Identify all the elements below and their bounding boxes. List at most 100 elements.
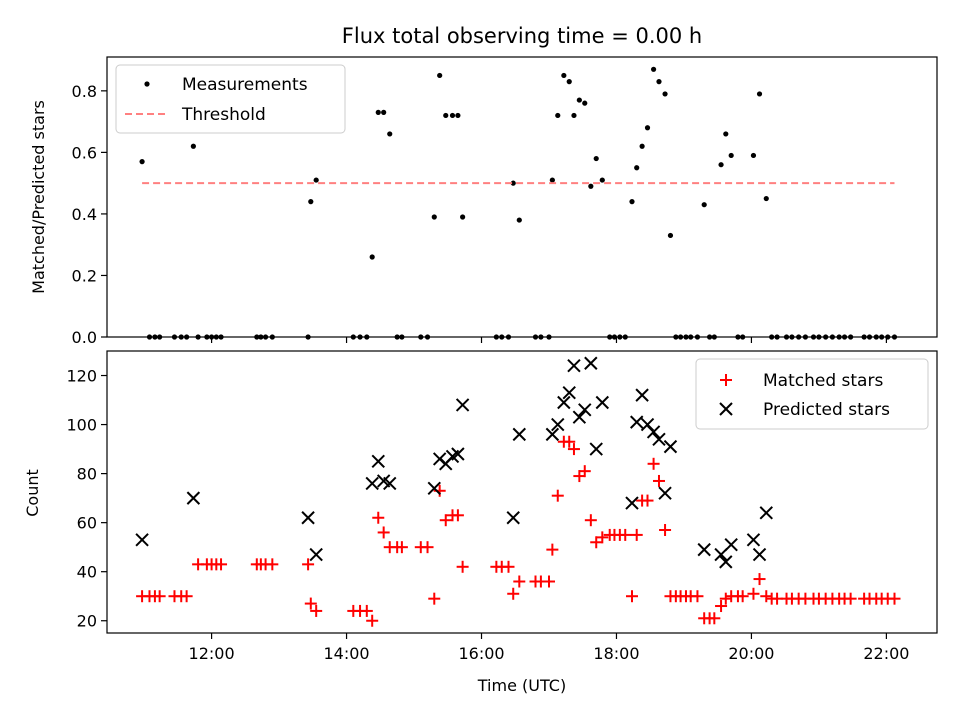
data-point bbox=[455, 398, 470, 412]
data-point bbox=[662, 91, 668, 97]
data-point bbox=[646, 425, 661, 439]
data-point bbox=[395, 541, 408, 554]
data-point bbox=[549, 177, 555, 183]
data-point bbox=[697, 542, 711, 557]
data-point bbox=[634, 165, 640, 171]
data-point bbox=[652, 474, 665, 487]
data-point bbox=[502, 560, 515, 573]
data-point bbox=[728, 152, 734, 159]
data-point bbox=[186, 491, 201, 505]
data-point bbox=[449, 112, 456, 119]
data-point bbox=[588, 183, 594, 189]
data-point bbox=[302, 558, 315, 571]
data-point bbox=[590, 536, 603, 549]
data-point bbox=[512, 427, 527, 442]
data-point bbox=[451, 447, 465, 461]
data-point bbox=[658, 486, 672, 500]
data-point bbox=[691, 590, 704, 603]
plot-area-frame bbox=[106, 350, 938, 634]
data-point bbox=[369, 254, 375, 260]
data-point bbox=[153, 590, 166, 603]
x-tick-label: 18:00 bbox=[593, 644, 639, 663]
data-point bbox=[639, 143, 645, 149]
data-point bbox=[652, 432, 666, 446]
data-point bbox=[507, 587, 520, 600]
data-point bbox=[266, 558, 279, 571]
data-point bbox=[844, 592, 857, 605]
data-point bbox=[366, 614, 379, 627]
data-point bbox=[557, 395, 571, 410]
data-point bbox=[596, 531, 609, 544]
legend-label-measurements: Measurements bbox=[182, 75, 308, 95]
data-point bbox=[715, 600, 728, 613]
data-point bbox=[513, 575, 526, 588]
data-point bbox=[383, 476, 397, 491]
data-point bbox=[460, 214, 466, 220]
y-tick-label: 40 bbox=[77, 563, 97, 582]
data-point bbox=[566, 79, 572, 85]
data-point bbox=[635, 388, 649, 402]
data-point bbox=[387, 131, 393, 137]
data-point bbox=[647, 457, 660, 470]
y-tick-label: 120 bbox=[66, 367, 97, 386]
legend-label-threshold: Threshold bbox=[181, 105, 266, 125]
data-point bbox=[667, 232, 674, 239]
data-point bbox=[551, 489, 564, 502]
data-point bbox=[371, 454, 385, 469]
data-point bbox=[561, 72, 567, 79]
data-point bbox=[752, 547, 767, 562]
y-tick-label: 60 bbox=[77, 514, 97, 533]
data-point bbox=[180, 590, 193, 603]
data-point bbox=[375, 109, 381, 115]
data-point bbox=[888, 592, 901, 605]
data-point bbox=[750, 152, 757, 159]
data-point bbox=[701, 202, 707, 208]
y-axis-label: Matched/Predicted stars bbox=[29, 100, 48, 294]
data-point bbox=[215, 558, 228, 571]
legend: Matched stars Predicted stars bbox=[695, 358, 929, 430]
data-point bbox=[545, 427, 560, 442]
data-point bbox=[372, 511, 385, 524]
data-point bbox=[567, 359, 581, 373]
data-point bbox=[656, 79, 662, 85]
data-point bbox=[630, 415, 644, 429]
data-point bbox=[578, 403, 592, 417]
data-point bbox=[562, 385, 576, 400]
data-point bbox=[625, 590, 638, 603]
data-point bbox=[659, 524, 672, 537]
data-point bbox=[377, 526, 390, 539]
data-point bbox=[451, 509, 464, 522]
data-point bbox=[313, 177, 319, 183]
data-point bbox=[723, 131, 729, 137]
legend-marker-matched bbox=[720, 374, 732, 386]
data-point bbox=[360, 604, 373, 617]
data-point bbox=[599, 177, 605, 183]
legend-marker-measurements bbox=[144, 81, 150, 87]
legend-box bbox=[115, 64, 346, 134]
x-tick-label: 16:00 bbox=[458, 644, 504, 663]
data-point bbox=[421, 541, 434, 554]
data-point bbox=[506, 511, 520, 525]
data-point bbox=[578, 465, 591, 478]
x-tick-label: 12:00 bbox=[189, 644, 235, 663]
data-point bbox=[381, 109, 387, 115]
y-tick-label: 20 bbox=[77, 612, 97, 631]
y-tick-label: 0.6 bbox=[72, 143, 97, 162]
data-point bbox=[365, 476, 379, 491]
data-point bbox=[663, 439, 678, 454]
data-point bbox=[551, 417, 565, 432]
data-point bbox=[719, 555, 733, 569]
data-point bbox=[139, 159, 145, 165]
y-axis-label: Count bbox=[23, 469, 42, 517]
data-point bbox=[555, 112, 561, 119]
data-point bbox=[760, 590, 773, 603]
data-point bbox=[641, 494, 654, 507]
data-point bbox=[708, 612, 721, 625]
data-point bbox=[190, 143, 196, 149]
data-point bbox=[571, 112, 577, 119]
data-point bbox=[589, 442, 603, 456]
data-point bbox=[756, 91, 763, 97]
flux-ratio-chart: Flux total observing time = 0.00 h Match… bbox=[29, 24, 938, 347]
data-point bbox=[546, 543, 559, 556]
